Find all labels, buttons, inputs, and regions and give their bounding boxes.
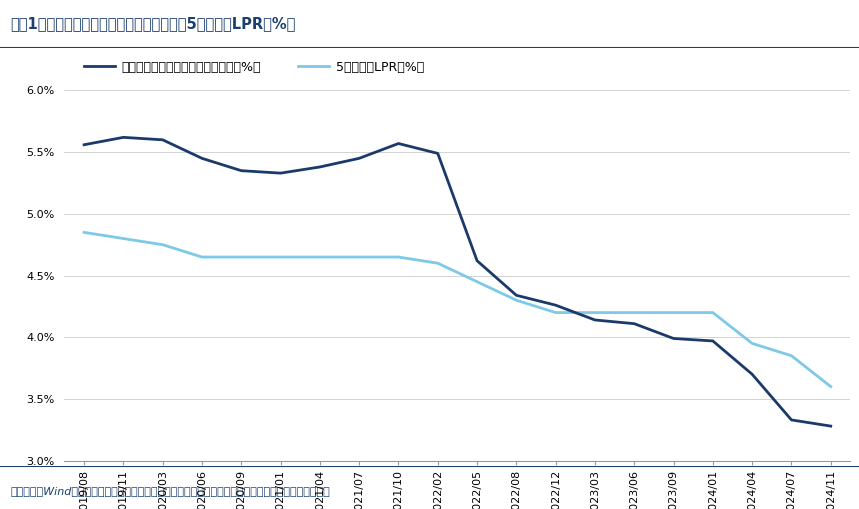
Legend: 新发放个人住房贷款加权平均利率（%）, 5年期以上LPR（%）: 新发放个人住房贷款加权平均利率（%）, 5年期以上LPR（%）	[78, 55, 429, 78]
Text: 资料来源：Wind，央行，国盛证券研究所（个人住房贷款加权平均利率来自央行季度货币政策执行报告）: 资料来源：Wind，央行，国盛证券研究所（个人住房贷款加权平均利率来自央行季度货…	[10, 486, 330, 496]
Text: 图表1：新发放个人住房贷款加权平均利率与5年期以上LPR（%）: 图表1：新发放个人住房贷款加权平均利率与5年期以上LPR（%）	[10, 16, 295, 31]
